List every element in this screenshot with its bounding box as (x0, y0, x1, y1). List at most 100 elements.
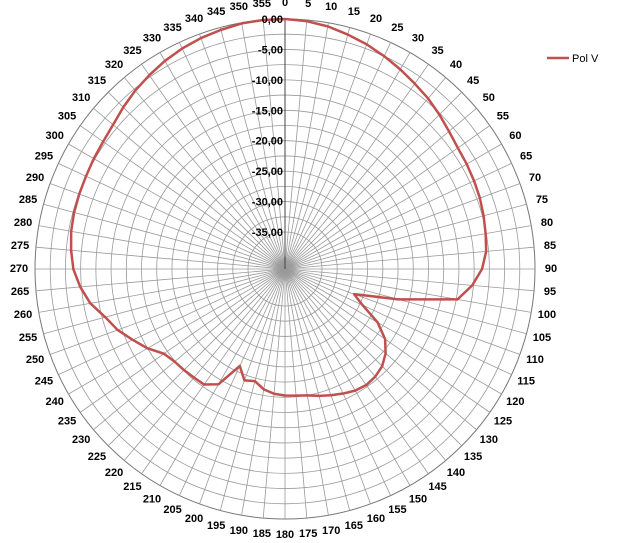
grid-spoke (284, 91, 463, 270)
angle-tick-label: 85 (544, 240, 556, 252)
grid-spoke (107, 91, 286, 270)
angle-tick-label: 275 (11, 240, 29, 252)
angle-tick-label: 20 (370, 13, 382, 25)
grid-spoke (123, 77, 286, 270)
angle-tick-label: 225 (88, 451, 106, 463)
grid-spoke (284, 27, 351, 270)
grid-spoke (284, 143, 502, 270)
angle-tick-label: 170 (322, 525, 340, 537)
angle-tick-label: 195 (207, 520, 225, 532)
angle-tick-label: 55 (497, 110, 509, 122)
grid-spoke (284, 268, 502, 395)
angle-tick-label: 280 (14, 217, 32, 229)
angle-tick-label: 355 (253, 0, 271, 10)
angle-tick-label: 25 (391, 22, 403, 34)
angle-tick-label: 200 (185, 513, 203, 525)
angle-tick-label: 345 (207, 6, 225, 18)
angle-tick-label: 95 (544, 286, 556, 298)
angle-tick-label: 185 (253, 528, 271, 540)
angle-tick-label: 115 (517, 375, 535, 387)
angle-tick-label: 230 (72, 434, 90, 446)
angle-tick-label: 40 (450, 59, 462, 71)
angle-tick-label: 250 (26, 354, 44, 366)
angle-tick-label: 315 (88, 75, 106, 87)
angle-tick-label: 175 (299, 528, 317, 540)
grid-spoke (38, 268, 286, 313)
grid-spoke (159, 52, 286, 270)
angle-tick-label: 110 (526, 354, 544, 366)
legend-label-pol-v: Pol V (572, 53, 599, 65)
grid-spoke (284, 107, 477, 270)
radial-tick-label: -25,00 (252, 166, 283, 178)
grid-spoke (79, 268, 286, 413)
angle-tick-label: 305 (58, 110, 76, 122)
grid-spoke (284, 268, 351, 511)
grid-spoke (284, 268, 392, 496)
angle-tick-label: 140 (447, 467, 465, 479)
angle-tick-label: 80 (541, 217, 553, 229)
grid-spoke (284, 268, 429, 475)
grid-spoke (284, 268, 308, 519)
grid-spoke (49, 268, 286, 355)
angle-tick-label: 325 (123, 45, 141, 57)
grid-spoke (38, 225, 286, 270)
angle-tick-label: 10 (325, 1, 337, 13)
angle-tick-label: 15 (348, 6, 360, 18)
grid-spoke (35, 268, 286, 292)
angle-tick-label: 320 (105, 59, 123, 71)
angle-tick-label: 335 (163, 22, 181, 34)
angle-tick-label: 215 (123, 481, 141, 493)
angle-tick-label: 240 (45, 396, 63, 408)
grid-spoke (284, 225, 532, 270)
grid-spoke (107, 268, 286, 447)
legend: Pol V (547, 53, 599, 65)
grid-spoke (284, 77, 447, 270)
angle-tick-label: 160 (367, 513, 385, 525)
grid-spoke (141, 268, 286, 475)
grid-spoke (178, 268, 286, 496)
angle-tick-label: 145 (428, 481, 446, 493)
grid-spoke (284, 268, 491, 413)
angle-tick-label: 70 (529, 172, 541, 184)
angle-tick-label: 180 (276, 529, 294, 541)
angle-tick-label: 330 (143, 33, 161, 45)
angle-tick-label: 285 (19, 194, 37, 206)
grid-spoke (58, 162, 286, 270)
grid-spoke (43, 203, 286, 270)
angle-tick-label: 90 (545, 263, 557, 275)
grid-spoke (68, 143, 286, 270)
angle-tick-label: 210 (143, 493, 161, 505)
angle-tick-label: 260 (14, 309, 32, 321)
grid-spoke (284, 268, 477, 431)
angle-tick-label: 255 (19, 332, 37, 344)
radial-tick-label: -15,00 (252, 105, 283, 117)
angle-tick-label: 100 (538, 309, 556, 321)
angle-tick-label: 150 (409, 493, 427, 505)
grid-spoke (284, 19, 308, 270)
radial-tick-label: -5,00 (258, 44, 283, 56)
grid-spoke (284, 268, 447, 461)
grid-spoke (49, 183, 286, 270)
radial-tick-labels: 0,00 -5,00 -10,00 -15,00 -20,00 -25,00 -30,00 -… (252, 14, 283, 239)
angle-tick-label: 0 (282, 0, 288, 9)
series-line-pol-v (69, 17, 488, 398)
grid-spoke (43, 268, 286, 335)
angle-tick-label: 105 (533, 332, 551, 344)
radial-tick-label: -30,00 (252, 197, 283, 209)
angle-tick-label: 265 (11, 286, 29, 298)
grid-spoke (93, 107, 286, 270)
angle-tick-label: 270 (10, 263, 28, 275)
angle-tick-label: 350 (230, 1, 248, 13)
grid-spoke (284, 268, 521, 355)
angle-tick-label: 290 (26, 172, 44, 184)
angle-tick-label: 300 (45, 130, 63, 142)
grid-spoke (284, 246, 535, 270)
grid-spoke (284, 63, 429, 270)
grid-spoke (284, 162, 512, 270)
grid-spoke (35, 246, 286, 270)
angle-tick-label: 120 (506, 396, 524, 408)
grid-spoke (159, 268, 286, 486)
grid-spoke (284, 268, 411, 486)
grid-spoke (58, 268, 286, 376)
angle-tick-label: 235 (58, 416, 76, 428)
